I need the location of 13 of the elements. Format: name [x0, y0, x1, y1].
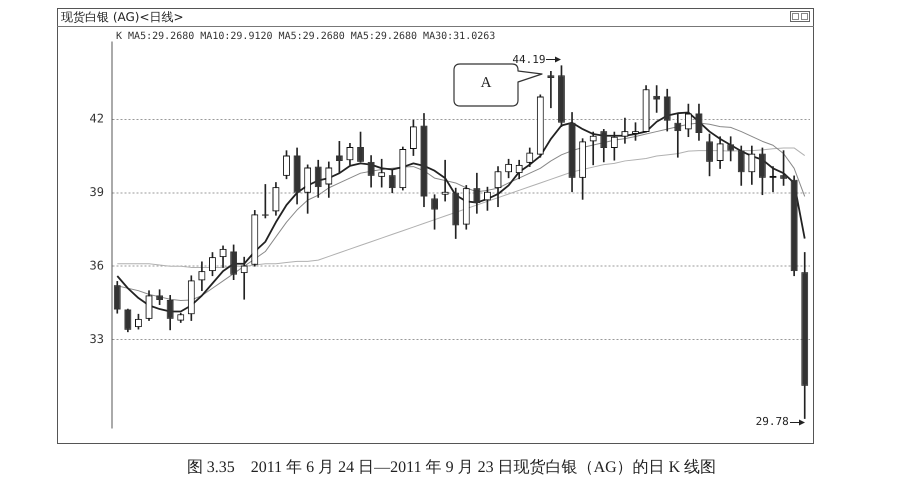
y-tick-label: 42 [90, 111, 104, 126]
y-tick-label: 39 [90, 184, 104, 199]
annotation: A [480, 75, 492, 92]
candlestick [621, 118, 628, 144]
chart-subtitle: K MA5:29.2680 MA10:29.9120 MA5:29.2680 MA5:29.2680 MA30:31.0263 [116, 31, 496, 42]
candlestick [632, 122, 639, 141]
annotation: 44.19 [511, 52, 546, 67]
y-tick-label: 33 [90, 332, 104, 346]
y-tick-label: 36 [90, 258, 104, 272]
chart-title: 现货白银 (AG)<日线> [61, 9, 184, 26]
candlestick [780, 150, 787, 186]
caption: 图 3.35 2011 年 6 月 24 日—2011 年 9 月 23 日现货白银（AG）的日 K 线图 [186, 458, 718, 478]
annotation: 29.78 [754, 415, 789, 430]
